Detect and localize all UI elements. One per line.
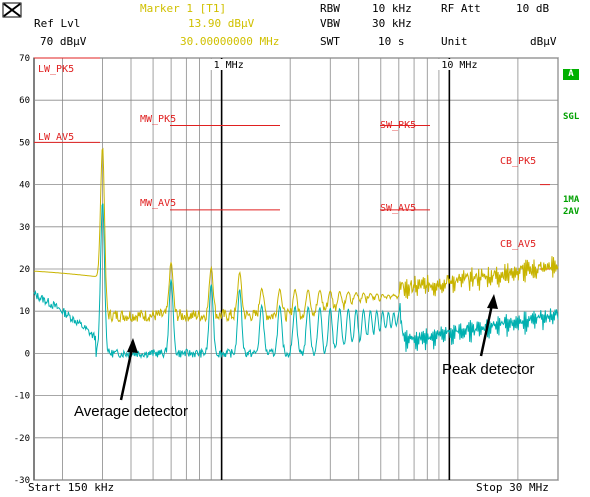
x-tick-bg xyxy=(436,59,477,70)
x-tick-label: 10 MHz xyxy=(441,60,477,71)
limit-line-label: CB_AV5 xyxy=(500,239,536,250)
y-tick-label: 0 xyxy=(25,349,30,359)
y-tick-label: -20 xyxy=(14,434,30,444)
ref-lvl-value: 70 dBµV xyxy=(40,35,87,48)
limit-line-label: SW_PK5 xyxy=(380,120,416,131)
y-tick-label: 70 xyxy=(19,54,30,64)
y-tick-label: 30 xyxy=(19,223,30,233)
y-axis-ticks: 70 60 50 40 30 20 10 0 -10 -20 -30 xyxy=(14,54,30,486)
y-tick-label: -10 xyxy=(14,392,30,402)
marker-frequency: 30.00000000 MHz xyxy=(180,35,280,48)
swt-label: SWT xyxy=(320,35,340,48)
vbw-label: VBW xyxy=(320,17,340,30)
rf-att-value: 10 dB xyxy=(516,2,550,15)
limit-line-label: LW_AV5 xyxy=(38,132,74,143)
limit-line-label: LW_PK5 xyxy=(38,64,74,75)
swt-value: 10 s xyxy=(378,35,405,48)
peak-detector-annotation: Peak detector xyxy=(442,361,535,378)
peak-detector-trace xyxy=(33,147,559,323)
limit-line-label: MW_PK5 xyxy=(140,114,176,125)
x-axis-tick-labels: 1 MHz 10 MHz xyxy=(208,59,477,71)
marker-label: Marker 1 [T1] xyxy=(140,2,227,15)
rf-att-label: RF Att xyxy=(441,2,481,15)
y-tick-label: 60 xyxy=(19,96,30,106)
rohde-schwarz-logo xyxy=(2,2,22,18)
stop-frequency: Stop 30 MHz xyxy=(476,481,549,494)
trace1-mode: 1MA xyxy=(563,195,580,205)
plot-grid xyxy=(33,57,559,481)
y-tick-label: 50 xyxy=(19,138,30,148)
average-detector-trace xyxy=(33,203,559,360)
x-tick-bg xyxy=(208,59,249,70)
annotation-arrows xyxy=(119,294,498,401)
marker-level: 13.90 dBµV xyxy=(188,17,255,30)
y-tick-label: 40 xyxy=(19,181,30,191)
average-detector-annotation: Average detector xyxy=(74,403,188,420)
y-tick-label: 20 xyxy=(19,265,30,275)
limit-line-label: MW_AV5 xyxy=(140,198,176,209)
rbw-label: RBW xyxy=(320,2,340,15)
unit-value: dBµV xyxy=(530,35,557,48)
limit-lines: LW_PK5 LW_AV5 MW_PK5 MW_AV5 SW_PK5 SW_AV5 CB_P… xyxy=(34,57,550,270)
y-tick-label: 10 xyxy=(19,307,30,317)
y-tick-label: -30 xyxy=(14,476,30,486)
trace2-mode: 2AV xyxy=(563,207,580,217)
limit-line-label: CB_PK5 xyxy=(500,156,536,167)
rbw-value: 10 kHz xyxy=(372,2,412,15)
limit-line-label: SW_AV5 xyxy=(380,203,416,214)
start-frequency: Start 150 kHz xyxy=(28,481,115,494)
unit-label: Unit xyxy=(441,35,468,48)
x-tick-label: 1 MHz xyxy=(214,60,244,71)
trace-a-indicator: A xyxy=(563,69,579,80)
vbw-value: 30 kHz xyxy=(372,17,412,30)
ref-lvl-label: Ref Lvl xyxy=(34,17,81,30)
sgl-indicator: SGL xyxy=(563,112,580,122)
